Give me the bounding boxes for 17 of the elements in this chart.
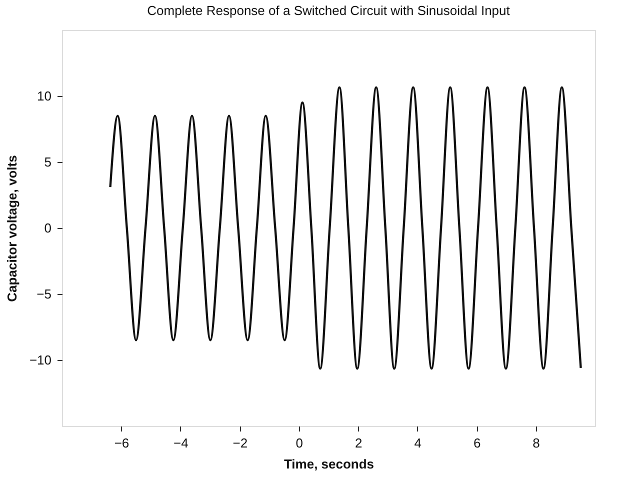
x-tick-label: 8 [532, 436, 540, 450]
y-tick-label: −5 [36, 286, 52, 302]
x-tick-label: −6 [114, 436, 130, 450]
x-tick-label: −4 [174, 436, 188, 450]
x-tick-label: 2 [354, 436, 362, 450]
x-tick-label: 6 [473, 436, 481, 450]
x-axis-title: Time, seconds [284, 456, 374, 472]
y-tick-label: 5 [44, 154, 52, 170]
y-tick-label: −10 [29, 352, 52, 368]
line-series [109, 86, 582, 370]
x-tick-label: 0 [296, 436, 304, 450]
chart-title: Complete Response of a Switched Circuit with Sinusoidal Input [147, 3, 510, 18]
x-tick-label: −2 [232, 436, 248, 450]
x-tick-label: 4 [414, 436, 422, 450]
y-axis-title: Capacitor voltage, volts [4, 155, 20, 302]
y-tick-label: 10 [37, 88, 52, 104]
y-tick-label: 0 [44, 220, 52, 236]
